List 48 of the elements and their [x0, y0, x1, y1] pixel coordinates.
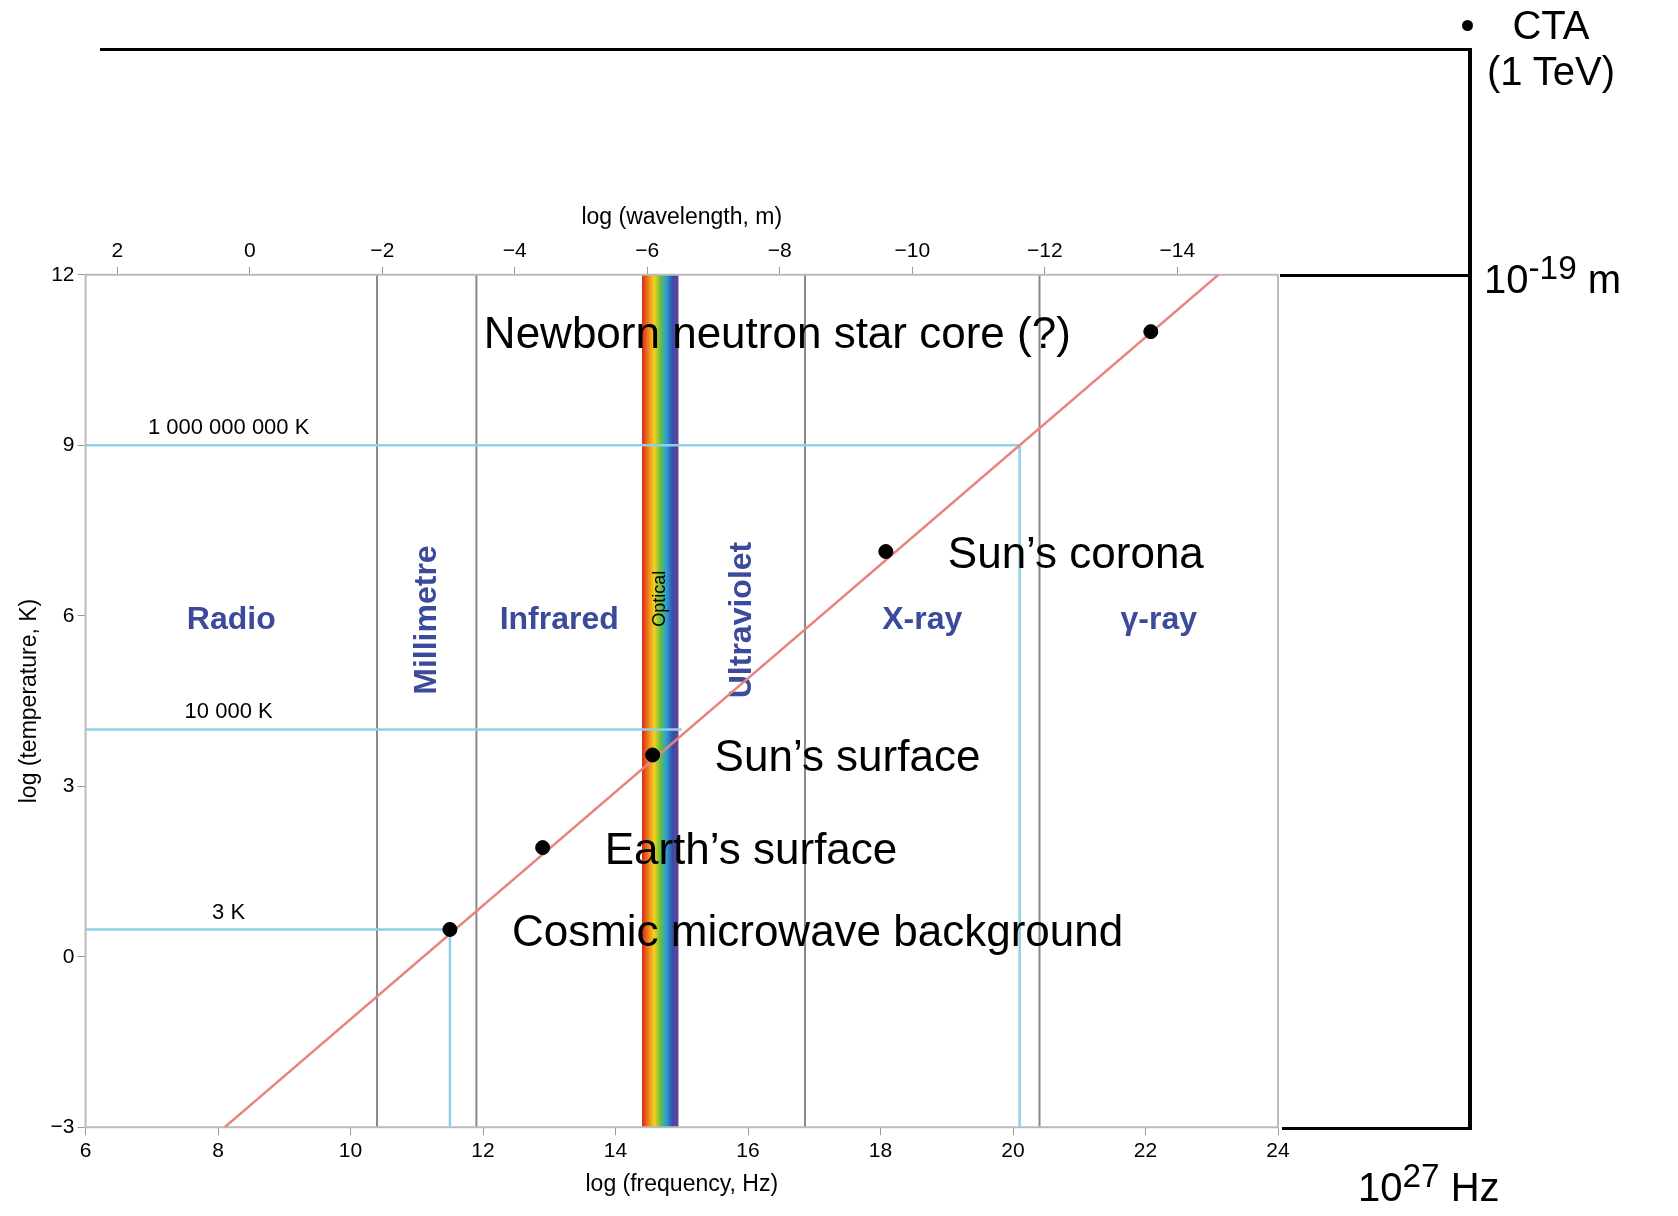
- x2-tick-label: −10: [894, 238, 931, 261]
- x-tick-label: 10: [338, 1137, 363, 1161]
- annotation: Infrared: [499, 599, 619, 636]
- x-tick-label: 20: [1001, 1137, 1025, 1161]
- point: [878, 544, 894, 560]
- x-tick-label: 12: [471, 1137, 495, 1161]
- point: [442, 921, 458, 937]
- x-tick-label: 6: [79, 1137, 92, 1161]
- x2-tick-label: −2: [370, 238, 395, 261]
- x-tick-label: 22: [1133, 1137, 1158, 1161]
- x2-tick-label: 0: [243, 238, 256, 261]
- series-label: 10 000 K: [184, 698, 273, 724]
- y-axis-title: log (temperature, K): [15, 598, 42, 804]
- y-tick-label: −3: [50, 1114, 75, 1137]
- band-label: Optical: [649, 570, 670, 627]
- annotation: γ-ray: [1120, 599, 1198, 636]
- y-tick-label: 12: [51, 261, 75, 285]
- x-tick-label: 16: [736, 1137, 760, 1161]
- y-tick-label: 3: [62, 773, 75, 797]
- text: 10$^{27}$ Hz: [1358, 1157, 1501, 1211]
- y-tick-label: 0: [62, 943, 75, 967]
- annotation: Sun’s corona: [947, 527, 1205, 577]
- x-axis-title: log (frequency, Hz): [585, 1169, 779, 1196]
- x2-tick-label: −4: [502, 238, 528, 261]
- annotation: X-ray: [882, 599, 963, 636]
- annotation: Millimetre: [406, 545, 443, 695]
- x-tick-label: 8: [212, 1137, 224, 1161]
- x2-tick-label: −8: [767, 238, 792, 261]
- point: [1143, 324, 1159, 340]
- x2-tick-label: 2: [111, 238, 124, 261]
- text: 10$^{-19}$ m: [1484, 248, 1623, 303]
- text: CTA (1 TeV): [1485, 2, 1617, 94]
- series-label: 3 K: [212, 898, 246, 924]
- series-label: 1 000 000 000 K: [147, 414, 310, 440]
- x-tick-label: 24: [1266, 1137, 1290, 1161]
- x-tick-label: 18: [868, 1137, 893, 1161]
- annotation: Sun’s surface: [714, 731, 981, 781]
- point: [645, 747, 661, 763]
- x2-tick-label: −12: [1027, 238, 1063, 261]
- x-tick-label: 14: [603, 1137, 628, 1161]
- y-tick-label: 9: [62, 432, 75, 456]
- x2-tick-label: −14: [1159, 238, 1196, 261]
- x2-axis-title: log (wavelength, m): [581, 203, 783, 230]
- y-tick-label: 6: [62, 602, 75, 626]
- annotation: Radio: [186, 599, 276, 636]
- x2-tick-label: −6: [635, 238, 660, 261]
- annotation: Ultraviolet: [721, 541, 758, 699]
- point: [535, 840, 551, 856]
